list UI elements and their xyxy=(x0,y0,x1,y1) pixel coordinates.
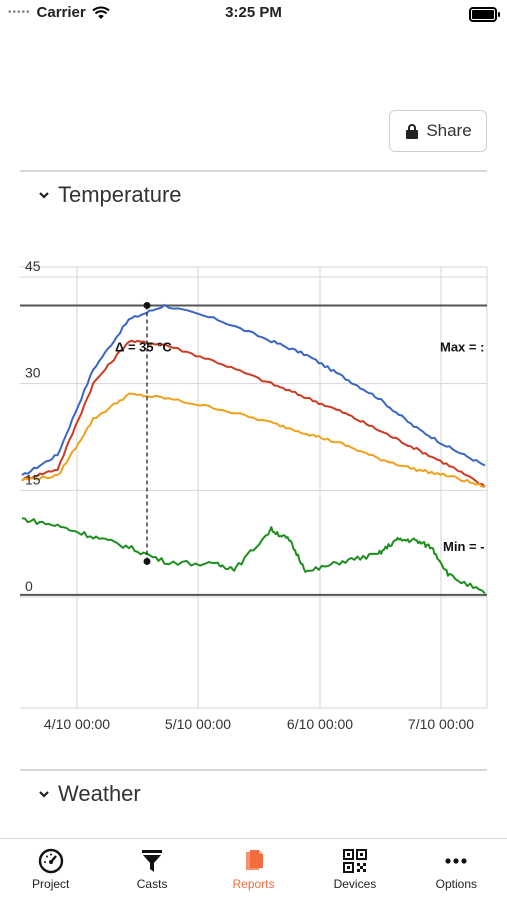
status-left: ••••• Carrier xyxy=(8,4,110,21)
chevron-down-icon xyxy=(39,192,49,199)
lock-icon xyxy=(406,124,419,139)
y-tick-label: 45 xyxy=(25,258,41,274)
temperature-section-header[interactable]: Temperature xyxy=(38,182,182,208)
series-line-blue xyxy=(21,303,486,476)
section-divider xyxy=(20,170,487,172)
x-tick-label: 5/10 00:00 xyxy=(165,716,231,732)
tab-reports[interactable]: Reports xyxy=(203,839,304,901)
y-tick-label: 30 xyxy=(25,365,41,381)
share-button-label: Share xyxy=(426,121,472,140)
delta-top-point xyxy=(143,301,151,309)
status-bar: ••••• Carrier 3:25 PM xyxy=(0,0,507,28)
series-line-orange xyxy=(21,392,486,488)
signal-dots-icon: ••••• xyxy=(8,7,31,18)
max-annotation: Max = : xyxy=(440,340,484,355)
reports-icon xyxy=(245,850,263,870)
series-line-red xyxy=(21,339,486,488)
share-button[interactable]: Share xyxy=(389,110,487,152)
x-tick-label: 4/10 00:00 xyxy=(44,716,110,732)
temperature-chart: 45 30 15 0 4/10 00:00 5/10 00:00 6/10 00:00 7/1… xyxy=(20,258,488,732)
section-divider xyxy=(20,769,487,771)
more-icon xyxy=(445,858,467,864)
tab-options[interactable]: Options xyxy=(406,839,507,901)
clock: 3:25 PM xyxy=(225,4,282,21)
gauge-icon xyxy=(38,848,63,874)
tab-options-label: Options xyxy=(435,877,477,891)
chevron-down-icon xyxy=(39,791,49,798)
chart-labels: 45 30 15 0 4/10 00:00 5/10 00:00 6/10 00:00 7/1… xyxy=(25,258,485,732)
qr-code-icon xyxy=(342,849,367,873)
tab-bar: Project Casts Reports Device xyxy=(0,838,507,901)
chart-series xyxy=(21,303,486,595)
tab-reports-label: Reports xyxy=(232,877,275,891)
wifi-icon xyxy=(92,6,110,19)
tab-casts[interactable]: Casts xyxy=(101,839,202,901)
y-tick-label: 0 xyxy=(25,578,33,594)
tab-devices-label: Devices xyxy=(333,877,377,891)
x-tick-label: 7/10 00:00 xyxy=(408,716,474,732)
chart-grid xyxy=(20,266,488,709)
series-line-green xyxy=(21,517,486,595)
tab-project-label: Project xyxy=(32,877,70,891)
battery-icon xyxy=(469,7,500,22)
weather-section-label: Weather xyxy=(58,781,141,806)
tab-project[interactable]: Project xyxy=(0,839,101,901)
tab-casts-label: Casts xyxy=(136,877,168,891)
tab-devices[interactable]: Devices xyxy=(304,839,405,901)
funnel-icon xyxy=(142,850,163,872)
min-annotation: Min = - xyxy=(443,539,485,554)
delta-annotation: Δ = 35 °C xyxy=(115,340,172,355)
temperature-section-label: Temperature xyxy=(58,182,182,207)
delta-bottom-point xyxy=(143,557,151,565)
y-tick-label: 15 xyxy=(25,471,41,487)
carrier-label: Carrier xyxy=(36,4,86,21)
weather-section-header[interactable]: Weather xyxy=(38,781,141,807)
x-tick-label: 6/10 00:00 xyxy=(287,716,353,732)
